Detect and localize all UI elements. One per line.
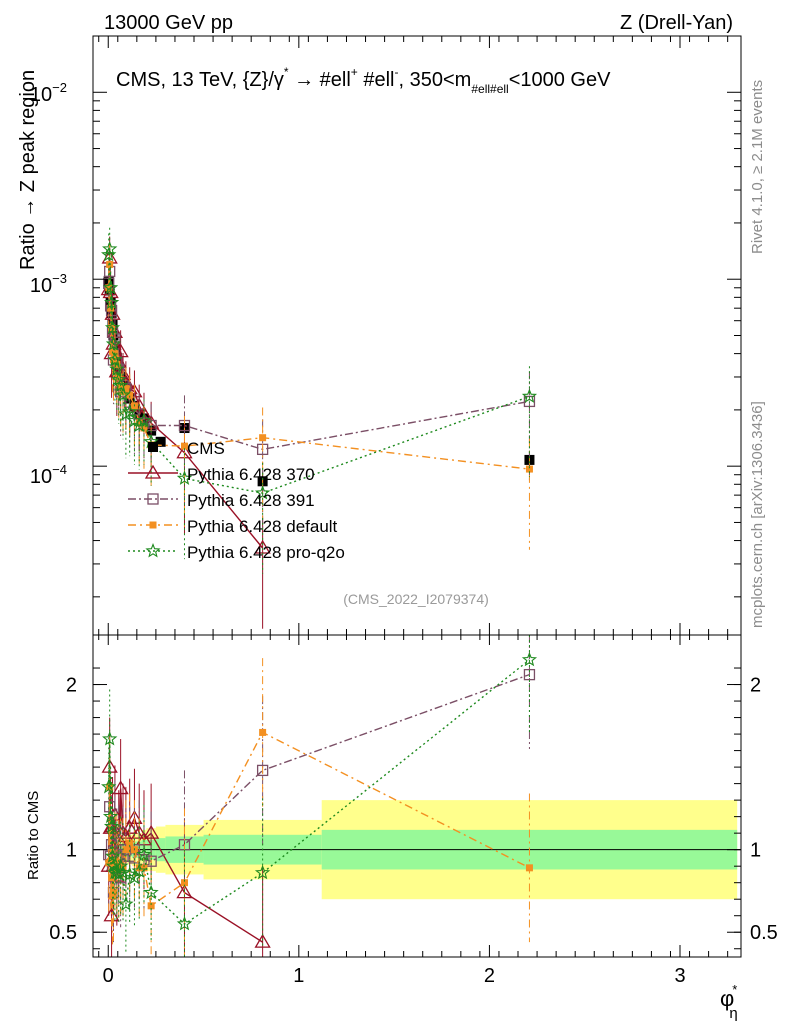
pythia-6-428-391-ratio-point: [523, 668, 536, 681]
ratio-panel-marks: [93, 635, 741, 957]
pythia-6-428-default-point: [135, 419, 143, 427]
pythia-6-428-pro-q2o-point: [176, 470, 193, 485]
pythia-6-428-default-point: [180, 442, 188, 450]
pythia-6-428-default-point: [109, 356, 117, 364]
pythia-6-428-default-ratio-point: [122, 846, 130, 854]
pythia-6-428-pro-q2o-ratio-point: [176, 915, 193, 931]
main-panel-marks: [100, 227, 538, 629]
x-tick-label: 2: [484, 965, 495, 987]
legend-marker-pythia-6-428-pro-q2o: [145, 542, 161, 558]
pythia-6-428-default-point: [122, 385, 130, 393]
legend-marker-pythia-6-428-default: [149, 521, 157, 529]
pythia-6-428-pro-q2o-ratio-point: [118, 896, 134, 911]
pythia-6-428-370-ratio-point: [176, 884, 193, 899]
pythia-6-428-pro-q2o-point: [109, 361, 125, 376]
pythia-6-428-370-ratio-point: [112, 780, 129, 795]
pythia-6-428-pro-q2o-ratio-point: [254, 864, 271, 880]
pythia-6-428-pro-q2o-point: [113, 377, 129, 393]
pythia-6-428-pro-q2o-point: [136, 412, 152, 428]
x-tick-label: 1: [293, 965, 304, 987]
legend-label-pythia-6-428-default: Pythia 6.428 default: [187, 517, 338, 536]
pythia-6-428-pro-q2o-point: [104, 319, 121, 335]
pythia-6-428-pro-q2o-ratio-point: [143, 884, 159, 900]
y-tick-label-1e-3: 10−3: [30, 271, 67, 297]
pythia-6-428-391-line: [108, 271, 530, 451]
mcplots-label: mcplots.cern.ch [arXiv:1306.3436]: [749, 401, 766, 628]
pythia-6-428-pro-q2o-ratio-point: [521, 651, 538, 667]
pythia-6-428-pro-q2o-point: [102, 279, 119, 295]
pythia-6-428-pro-q2o-point: [102, 241, 118, 256]
ratio-y-tick-label-right: 1: [750, 840, 761, 862]
header-left: 13000 GeV pp: [104, 12, 233, 34]
y-axis-label: Ratio → Z peak region: [17, 70, 39, 270]
pythia-6-428-pro-q2o-ratio-point: [131, 863, 147, 878]
ratio-y-tick-label-right: 2: [750, 675, 761, 697]
pythia-6-428-pro-q2o-ratio-point: [102, 808, 119, 824]
legend-label-cms: CMS: [187, 439, 225, 458]
pythia-6-428-pro-q2o-point: [111, 371, 127, 387]
pythia-6-428-default-ratio-point: [525, 864, 533, 872]
pythia-6-428-default-ratio-point: [126, 839, 134, 847]
axis-ticks: [93, 35, 741, 957]
pythia-6-428-pro-q2o-ratio-point: [102, 730, 118, 746]
pythia-6-428-pro-q2o-point: [521, 388, 538, 403]
pythia-6-428-default-ratio-point: [140, 864, 148, 872]
pythia-6-428-pro-q2o-ratio-point: [115, 864, 131, 880]
legend-label-pythia-6-428-pro-q2o: Pythia 6.428 pro-q2o: [187, 543, 345, 562]
x-tick-label: 0: [103, 965, 114, 987]
legend-label-pythia-6-428-370: Pythia 6.428 370: [187, 465, 315, 484]
cms-data-point: [155, 436, 166, 447]
header-right: Z (Drell-Yan): [620, 12, 733, 34]
pythia-6-428-pro-q2o-point: [107, 351, 123, 367]
pythia-6-428-default-point: [115, 373, 123, 381]
y-tick-label-1e-4: 10−4: [30, 462, 67, 488]
pythia-6-428-pro-q2o-ratio-point: [126, 869, 143, 885]
pythia-6-428-370-ratio-point: [142, 824, 160, 839]
rivet-version-label: Rivet 4.1.0, ≥ 2.1M events: [749, 80, 766, 254]
pythia-6-428-pro-q2o-ratio-point: [103, 818, 120, 834]
pythia-6-428-pro-q2o-point: [115, 387, 131, 402]
pythia-6-428-370-ratio-point: [254, 933, 271, 948]
pythia-6-428-default-line: [108, 264, 530, 470]
pythia-6-428-default-ratio-point: [107, 857, 115, 865]
pythia-6-428-391-ratio-point: [145, 855, 157, 867]
pythia-6-428-default-point: [525, 465, 533, 473]
legend-label-pythia-6-428-391: Pythia 6.428 391: [187, 491, 315, 510]
x-axis-label: φ* η: [720, 982, 738, 1022]
pythia-6-428-default-point: [126, 391, 134, 399]
pythia-6-428-pro-q2o-point: [103, 294, 120, 310]
legend-marker-pythia-6-428-391: [147, 493, 159, 505]
ratio-y-tick-label: 1: [66, 840, 77, 862]
y-tick-label-1e-2: 10−2: [30, 80, 67, 106]
legend-marker-cms: [148, 442, 158, 452]
pythia-6-428-pro-q2o-point: [105, 336, 122, 351]
pythia-6-428-default-point: [259, 434, 267, 442]
pythia-6-428-pro-q2o-ratio-point: [104, 848, 121, 863]
pythia-6-428-default-point: [105, 284, 113, 292]
legend: CMS Pythia 6.428 370 Pythia 6.428 391 Pythi…: [128, 439, 345, 562]
analysis-id-label: (CMS_2022_I2079374): [343, 591, 489, 607]
pythia-6-428-pro-q2o-point: [254, 485, 271, 500]
ratio-y-tick-label-right: 0.5: [750, 922, 778, 944]
plot-title: CMS, 13 TeV, {Z}/γ* → #ell+ #ell-, 350<m…: [116, 65, 611, 96]
pythia-6-428-pro-q2o-ratio-point: [136, 846, 152, 862]
tick-labels: 0.5 0.5 1 1 2 2 0 1 2 3: [49, 675, 778, 987]
ratio-y-axis-label: Ratio to CMS: [25, 791, 42, 880]
ratio-panel-frame: [92, 634, 742, 958]
pythia-6-428-391-ratio-point: [256, 764, 269, 777]
ratio-y-tick-label: 2: [66, 675, 77, 697]
pythia-6-428-default-ratio-point: [180, 879, 188, 887]
pythia-6-428-pro-q2o-ratio-point: [113, 858, 129, 873]
pythia-6-428-pro-q2o-ratio-point: [101, 778, 117, 794]
pythia-6-428-default-ratio-point: [147, 902, 155, 910]
x-tick-label: 3: [674, 965, 685, 987]
ratio-y-tick-label: 0.5: [49, 922, 77, 944]
legend-marker-pythia-6-428-370: [144, 464, 162, 479]
pythia-6-428-default-point: [140, 424, 148, 432]
pythia-6-428-pro-q2o-line: [108, 248, 530, 494]
pythia-6-428-default-ratio-point: [259, 728, 267, 736]
